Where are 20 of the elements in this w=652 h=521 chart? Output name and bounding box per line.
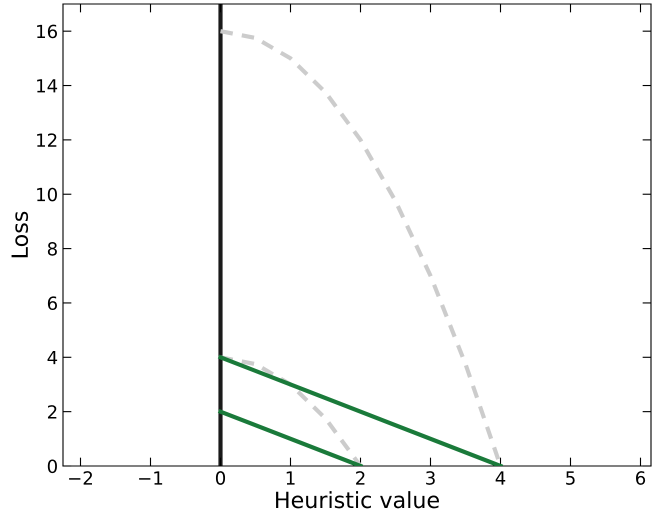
y-tick-label: 10 [37, 188, 57, 202]
y-tick-label: 4 [48, 350, 58, 364]
x-tick-label: 6 [636, 471, 646, 485]
x-tick-label: −1 [139, 471, 162, 485]
y-tick-label: 12 [37, 133, 56, 147]
x-tick-label: 4 [496, 471, 506, 485]
x-tick-label: 3 [426, 471, 435, 485]
x-tick-label: −2 [69, 471, 92, 485]
y-tick-label: 2 [48, 405, 56, 419]
y-tick-label: 8 [48, 242, 57, 256]
y-tick-label: 16 [37, 24, 57, 38]
x-tick-label: 2 [356, 471, 364, 485]
y-tick-label: 6 [48, 296, 57, 310]
x-tick-label: 1 [286, 471, 295, 485]
x-tick-label: 5 [566, 471, 575, 485]
x-tick-label: 0 [216, 471, 226, 485]
y-tick-label: 0 [48, 459, 57, 474]
y-axis-title: Loss [12, 212, 28, 258]
y-tick-label: 14 [37, 79, 58, 92]
x-axis-title: Heuristic value [276, 491, 439, 508]
